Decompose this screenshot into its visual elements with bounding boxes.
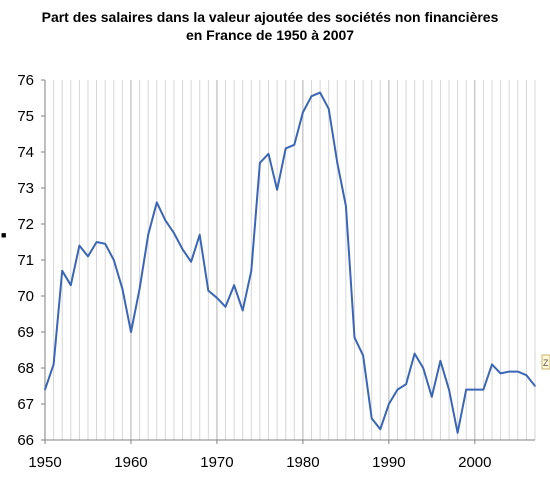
data-point-1980 <box>302 111 304 114</box>
chart-title-line-2: en France de 1950 à 2007 <box>186 27 354 43</box>
data-point-1998 <box>456 432 459 434</box>
y-tick-label-72: 72 <box>17 216 34 233</box>
y-tick-label-66: 66 <box>17 432 34 449</box>
y-tick-label-74: 74 <box>17 144 34 161</box>
data-point-1956 <box>95 241 98 243</box>
data-point-2005 <box>517 370 519 373</box>
y-tick-label-67: 67 <box>17 396 34 413</box>
data-point-1996 <box>439 360 442 362</box>
data-point-2004 <box>508 370 511 373</box>
right-edge-marker-box <box>541 354 550 370</box>
data-point-1971 <box>224 306 227 308</box>
data-point-1965 <box>173 232 175 234</box>
x-tick-labels: 1950 1960 1970 1980 1990 2000 <box>28 454 491 471</box>
data-point-1964 <box>164 219 167 222</box>
data-point-1977 <box>276 189 278 191</box>
data-point-1997 <box>448 388 450 391</box>
data-point-1974 <box>250 270 253 272</box>
data-point-1967 <box>190 261 192 263</box>
x-tick-label-1950: 1950 <box>28 454 61 471</box>
data-point-2007 <box>534 385 536 387</box>
left-square-marker: ■ <box>1 230 6 240</box>
data-point-1990 <box>388 403 390 405</box>
x-tick-label-1960: 1960 <box>114 454 147 471</box>
data-point-1954 <box>78 244 81 247</box>
data-point-1988 <box>370 417 373 420</box>
data-point-1989 <box>379 428 382 431</box>
data-point-1962 <box>147 234 149 236</box>
y-tick-label-73: 73 <box>17 180 34 197</box>
data-point-1979 <box>293 144 296 146</box>
x-tick-label-1980: 1980 <box>286 454 319 471</box>
data-point-1987 <box>362 354 364 357</box>
data-point-1973 <box>241 309 244 312</box>
series-line-0 <box>44 91 536 434</box>
data-point-1953 <box>69 284 72 287</box>
y-tick-label-70: 70 <box>17 288 34 305</box>
x-tick-label-2000: 2000 <box>458 454 491 471</box>
data-point-1981 <box>310 95 313 97</box>
vertical-gridlines <box>44 80 536 440</box>
data-point-1991 <box>396 388 399 391</box>
data-point-1985 <box>345 205 347 207</box>
data-point-1972 <box>233 284 235 287</box>
y-tick-labels: 66 67 68 69 70 71 72 73 74 75 76 <box>17 72 34 449</box>
data-point-2002 <box>491 363 493 366</box>
data-point-1963 <box>155 201 158 204</box>
data-point-1983 <box>327 108 330 110</box>
data-point-2000 <box>474 388 476 391</box>
data-point-1970 <box>216 297 218 299</box>
data-point-2006 <box>525 374 528 377</box>
data-point-1952 <box>61 270 63 272</box>
data-point-1978 <box>284 147 287 150</box>
x-tick-label-1970: 1970 <box>200 454 233 471</box>
data-point-1999 <box>465 388 468 391</box>
data-point-1951 <box>52 363 55 366</box>
data-point-1995 <box>431 396 433 398</box>
data-point-1992 <box>405 383 407 386</box>
x-tick-label-1990: 1990 <box>372 454 405 471</box>
y-tick-label-68: 68 <box>17 360 34 377</box>
data-point-1969 <box>207 289 210 292</box>
y-tick-label-69: 69 <box>17 324 34 341</box>
y-tick-label-75: 75 <box>17 108 34 125</box>
y-tick-label-76: 76 <box>17 72 34 89</box>
data-point-1984 <box>336 162 339 164</box>
data-point-1993 <box>413 352 416 355</box>
data-point-1975 <box>259 162 261 164</box>
data-point-1957 <box>104 243 106 245</box>
axes <box>41 79 535 444</box>
right-edge-marker: Z <box>541 354 550 370</box>
data-point-1986 <box>353 336 356 339</box>
data-point-1966 <box>181 248 184 250</box>
data-point-1961 <box>138 288 141 290</box>
data-point-1960 <box>130 331 132 333</box>
data-point-2001 <box>482 388 485 391</box>
data-point-2003 <box>499 372 502 375</box>
data-point-1950 <box>44 388 46 391</box>
series-layer <box>44 91 536 434</box>
data-point-1955 <box>87 255 89 258</box>
right-edge-marker-label: Z <box>543 358 549 368</box>
chart-title-line-1: Part des salaires dans la valeur ajoutée… <box>42 9 499 25</box>
data-point-1958 <box>112 259 115 261</box>
data-point-1994 <box>422 367 425 369</box>
y-tick-label-71: 71 <box>17 252 34 269</box>
data-point-1982 <box>319 91 321 94</box>
data-point-1968 <box>198 234 201 236</box>
data-point-1959 <box>121 288 124 290</box>
data-point-1976 <box>267 153 270 155</box>
